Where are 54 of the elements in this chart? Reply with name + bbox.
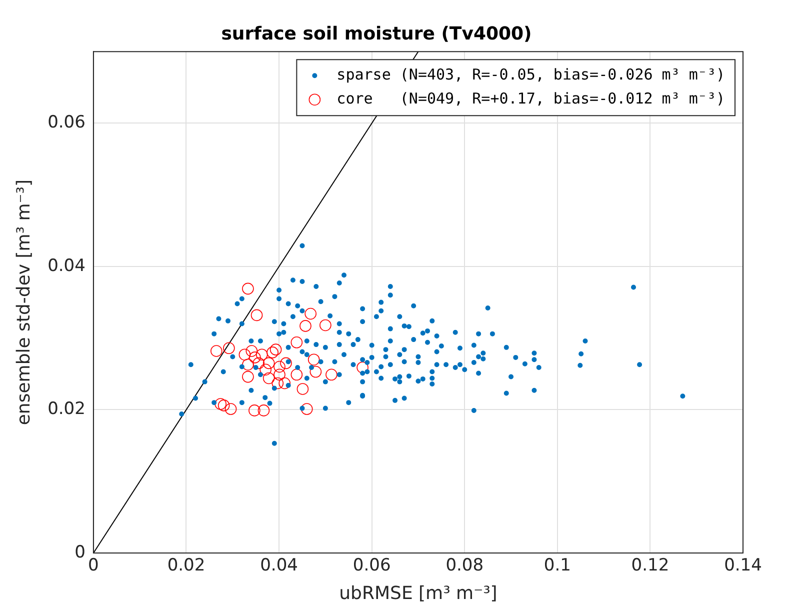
point <box>290 336 303 348</box>
point <box>304 308 316 320</box>
point <box>296 383 309 395</box>
x-tick-label: 0.1 <box>544 556 571 576</box>
chart-title: surface soil moisture (Tv4000) <box>221 23 532 44</box>
point <box>320 319 332 332</box>
point <box>274 368 286 381</box>
point <box>274 360 286 373</box>
point <box>290 368 303 381</box>
point <box>326 368 338 381</box>
x-tick-label: 0.04 <box>260 556 298 576</box>
point <box>256 348 268 360</box>
point <box>248 404 260 416</box>
x-tick-label: 0 <box>88 556 99 576</box>
point <box>270 344 282 356</box>
point <box>252 357 265 370</box>
point <box>278 377 291 390</box>
point <box>272 377 284 390</box>
x-axis-title: ubRMSE [m³ m⁻³] <box>339 582 498 604</box>
x-tick-label: 0.02 <box>167 556 206 576</box>
point <box>262 357 275 370</box>
x-tick-label: 0.06 <box>352 556 391 576</box>
point <box>246 345 258 357</box>
y-tick-label: 0 <box>74 542 86 562</box>
point <box>258 404 270 416</box>
y-tick-label: 0.04 <box>48 256 86 276</box>
y-axis-title: ensemble std-dev [m³ m⁻³] <box>13 179 34 426</box>
point <box>214 398 226 410</box>
y-tick-label: 0.06 <box>48 112 86 133</box>
point <box>242 282 254 295</box>
point <box>266 346 278 358</box>
point <box>242 358 254 371</box>
legend-label: core (N=049, R=+0.17, bias=-0.012 m³ m⁻³) <box>336 89 726 108</box>
x-tick-label: 0.14 <box>724 556 762 576</box>
point <box>224 403 237 415</box>
point <box>210 345 222 357</box>
y-tick-label: 0.02 <box>48 399 86 420</box>
point <box>308 354 320 366</box>
point <box>310 366 322 378</box>
point <box>249 352 261 364</box>
point <box>223 342 235 354</box>
legend-label: sparse (N=403, R=-0.05, bias=-0.026 m³ m⁻³) <box>336 65 726 84</box>
x-tick-label: 0.08 <box>446 556 484 576</box>
point <box>260 364 272 376</box>
point <box>300 320 312 332</box>
point <box>218 400 230 412</box>
point <box>280 357 292 370</box>
point <box>356 362 368 374</box>
point <box>242 370 254 383</box>
point <box>300 403 313 415</box>
x-tick-label: 0.12 <box>631 556 670 576</box>
point <box>238 348 251 360</box>
point <box>250 309 263 322</box>
point <box>262 372 275 384</box>
